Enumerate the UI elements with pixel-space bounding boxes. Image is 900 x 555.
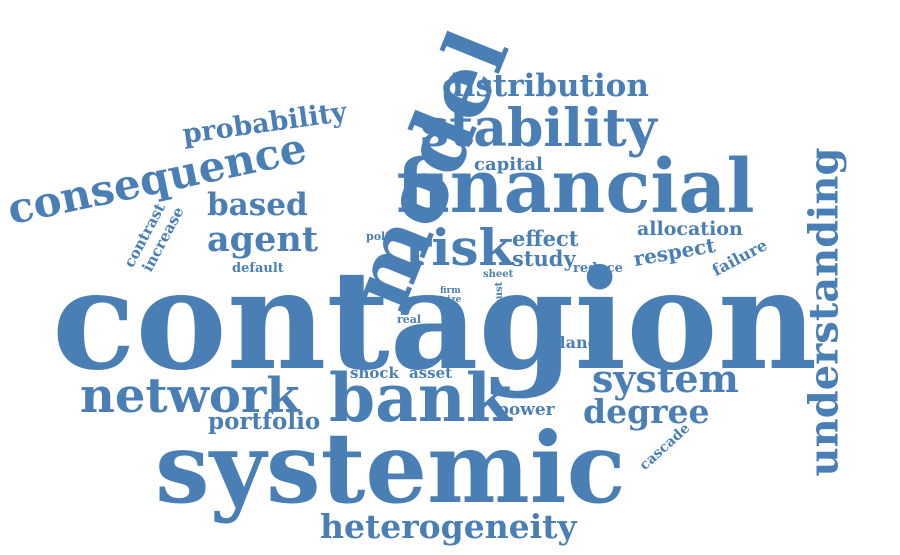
- word-reduce: reduce: [573, 261, 623, 276]
- word-systemic: systemic: [155, 411, 626, 525]
- word-understanding: understanding: [800, 147, 848, 477]
- word-financial: financial: [396, 144, 755, 230]
- word-stability: stability: [420, 98, 657, 159]
- word-firm: firm: [440, 286, 461, 296]
- word-size: size: [442, 295, 462, 305]
- word-allocation: allocation: [637, 218, 743, 240]
- word-robust: robust: [494, 281, 506, 319]
- word-heterogeneity: heterogeneity: [320, 507, 577, 546]
- word-degree: degree: [583, 392, 710, 431]
- word-agent: agent: [207, 219, 319, 260]
- word-capital: capital: [474, 154, 543, 175]
- word-default: default: [232, 261, 284, 276]
- word-balance: balance: [538, 333, 608, 352]
- word-sheet: sheet: [483, 269, 514, 280]
- word-portfolio: portfolio: [208, 408, 321, 435]
- word-bank: bank: [329, 359, 512, 437]
- word-effect: effect: [512, 226, 579, 251]
- word-risk: risk: [405, 218, 514, 277]
- word-system: system: [592, 356, 739, 401]
- word-based: based: [207, 187, 308, 223]
- word-network: network: [80, 368, 300, 424]
- word-shock: shock: [350, 364, 399, 382]
- word-real: real: [397, 313, 422, 326]
- word-policy: policy: [366, 230, 403, 243]
- word-study: study: [512, 246, 576, 271]
- word-power: power: [497, 400, 555, 420]
- word-contagion: contagion: [52, 240, 818, 401]
- word-distribution: distribution: [442, 68, 649, 104]
- word-asset: asset: [409, 364, 453, 382]
